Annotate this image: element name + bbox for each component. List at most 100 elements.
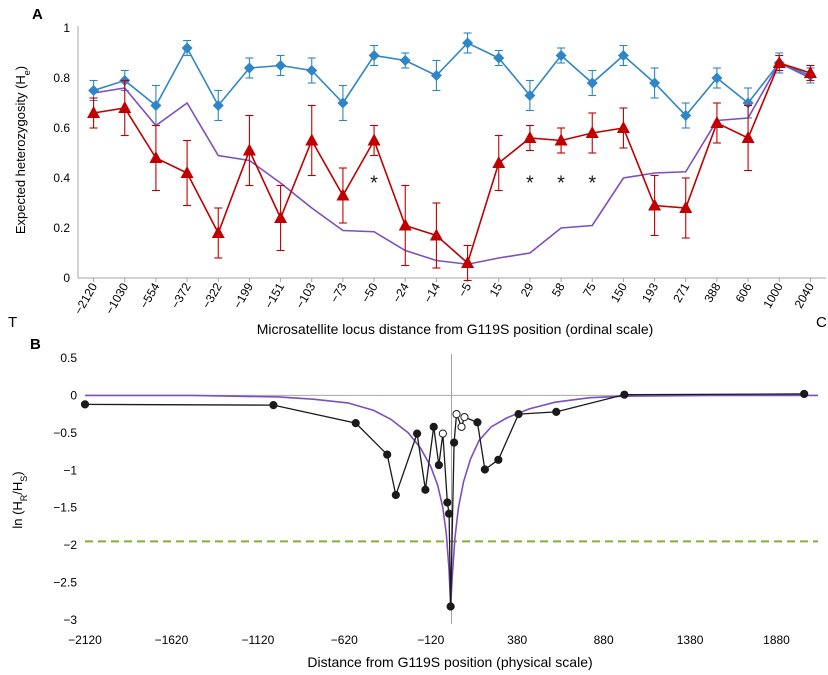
panel-a-diamond-marker <box>649 77 661 89</box>
panel-a-triangle-marker <box>87 106 101 118</box>
panel-a-x-tick-label: −554 <box>137 280 163 311</box>
panel-b-x-tick-label: −1120 <box>241 633 274 647</box>
panel-a-diamond-marker <box>555 50 567 61</box>
panel-b-x-tick-label: −2120 <box>68 633 102 647</box>
panel-a-x-tick-label: −372 <box>168 280 194 311</box>
panel-a-x-tick-label: 2040 <box>792 280 818 310</box>
panel-a-series-2-line <box>93 62 811 265</box>
panel-a-x-tick-label: 1000 <box>760 280 786 310</box>
panel-b-filled-point <box>443 498 452 507</box>
panel-a-x-tick-label: −1030 <box>102 280 131 316</box>
panel-a-x-tick-label: −103 <box>293 280 319 311</box>
panel-a-diamond-marker <box>88 85 100 96</box>
panel-a-diamond-marker <box>275 60 287 71</box>
panel-a-y-tick-label: 1 <box>63 21 70 35</box>
panel-a-y-tick-label: 0.6 <box>53 121 70 135</box>
panel-b-filled-point <box>391 490 400 500</box>
panel-a-x-tick-label: 15 <box>487 280 506 299</box>
panel-b-filled-point <box>269 401 278 410</box>
panel-a-diamond-marker <box>243 62 255 74</box>
panel-a-x-tick-label: 75 <box>580 280 599 299</box>
panel-a: A 0 0.2 0.4 0.6 0.8 1 Expected heterozygosity… <box>8 6 827 337</box>
panel-b-observed-line <box>84 393 805 607</box>
panel-a-y-ticks: 0 0.2 0.4 0.6 0.8 1 <box>53 21 70 285</box>
panel-a-x-tick-label: 29 <box>518 280 537 299</box>
panel-a-x-tick-label: 58 <box>549 280 568 299</box>
panel-a-triangle-marker <box>492 156 506 168</box>
panel-b-x-tick-label: 1880 <box>763 633 790 647</box>
panel-a-left-end-label: T <box>8 314 17 331</box>
panel-a-x-tick-label: −5 <box>455 280 474 299</box>
panel-a-x-tick-label: −2120 <box>71 280 100 316</box>
panel-b-filled-point <box>383 450 392 459</box>
panel-b: B 0.5 0 −0.5 −1 −1.5 −2 −2.5 −3 −2120 −1620 −1120… <box>10 336 818 670</box>
panel-a-triangle-marker <box>585 126 599 138</box>
panel-a-diamond-marker <box>399 55 411 66</box>
panel-a-triangle-marker <box>149 151 163 163</box>
panel-b-x-tick-label: 380 <box>507 633 527 647</box>
panel-b-y-tick-label: −3 <box>63 613 77 627</box>
panel-b-filled-point <box>514 410 523 419</box>
panel-b-y-tick-label: −0.5 <box>53 426 77 440</box>
panel-b-y-ticks: 0.5 0 −0.5 −1 −1.5 −2 −2.5 −3 <box>53 351 77 627</box>
panel-b-filled-point <box>444 509 454 518</box>
panel-a-diamond-marker <box>368 50 380 61</box>
panel-b-x-tick-label: 880 <box>594 633 614 647</box>
panel-a-diamond-marker <box>711 72 723 84</box>
panel-b-filled-point <box>449 438 459 447</box>
panel-a-x-tick-label: 193 <box>639 280 661 305</box>
panel-a-x-tick-label: −199 <box>230 280 256 311</box>
panel-a-x-tick-label: −73 <box>327 280 349 305</box>
panel-a-triangle-marker <box>274 211 288 223</box>
panel-a-diamond-marker <box>493 52 505 64</box>
panel-a-x-tick-label: 606 <box>733 280 755 305</box>
panel-b-y-axis-label: ln (HR/HS) <box>10 471 29 528</box>
panel-b-hollow-point <box>457 422 466 431</box>
panel-b-series <box>80 389 818 611</box>
panel-a-triangle-marker <box>554 133 568 146</box>
panel-b-x-axis-label: Distance from G119S position (physical s… <box>307 654 592 670</box>
panel-a-y-axis-label: Expected heterozygosity (He) <box>13 66 32 234</box>
panel-a-significance-markers: * * * * <box>370 172 596 194</box>
panel-a-x-tick-label: −50 <box>358 280 380 305</box>
panel-a-y-tick-label: 0.8 <box>53 71 70 85</box>
panel-b-filled-point <box>800 389 809 399</box>
panel-a-x-ticks: −2120 −1030 −554 −372 −322 −199 −151 −103 −73 −50… <box>71 278 817 317</box>
panel-b-label: B <box>30 336 41 353</box>
panel-a-triangle-marker <box>741 131 755 143</box>
panel-a-significance-star: * <box>588 172 596 194</box>
panel-b-filled-point <box>351 419 360 428</box>
panel-b-y-tick-label: −1 <box>63 463 77 477</box>
panel-a-significance-star: * <box>526 172 534 194</box>
panel-b-hollow-point <box>438 429 447 438</box>
panel-a-diamond-marker <box>337 97 349 109</box>
panel-a-triangle-marker <box>429 228 443 241</box>
panel-b-filled-point <box>80 400 90 409</box>
panel-b-y-tick-label: −2 <box>63 538 77 552</box>
panel-a-diamond-marker <box>524 90 536 101</box>
panel-b-hollow-point <box>452 410 461 419</box>
panel-a-diamond-marker <box>212 100 224 111</box>
panel-a-diamond-marker <box>680 110 692 121</box>
panel-b-filled-point <box>421 485 430 494</box>
panel-a-series-3-line <box>93 61 811 266</box>
panel-a-triangle-marker <box>118 101 132 113</box>
panel-a-diamond-marker <box>181 42 193 54</box>
panel-a-triangle-marker <box>461 256 475 268</box>
panel-a-diamond-marker <box>586 77 598 89</box>
panel-b-x-tick-label: 1380 <box>677 633 704 647</box>
panel-b-filled-point <box>434 460 443 470</box>
panel-a-triangle-marker <box>211 226 225 238</box>
panel-b-filled-point <box>412 429 422 438</box>
panel-a-triangle-marker <box>305 133 319 146</box>
panel-b-y-tick-label: −2.5 <box>53 576 77 590</box>
panel-a-diamond-marker <box>617 50 629 61</box>
panel-a-y-tick-label: 0.4 <box>53 171 70 185</box>
panel-a-triangle-marker <box>242 143 256 156</box>
panel-a-triangle-marker <box>710 116 724 128</box>
panel-b-y-tick-label: 0.5 <box>60 351 77 365</box>
panel-b-hollow-point <box>460 413 469 422</box>
panel-b-filled-point <box>446 602 455 611</box>
panel-a-triangle-marker <box>648 198 662 211</box>
